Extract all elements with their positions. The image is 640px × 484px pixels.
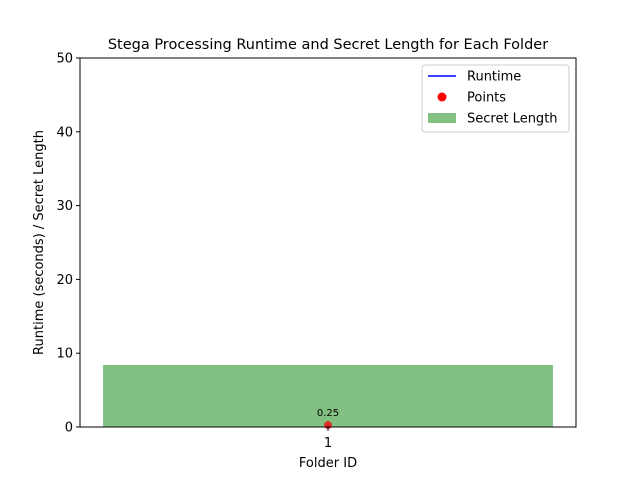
x-axis-ticks: 1: [324, 427, 332, 451]
secret-length-bar: [103, 365, 553, 427]
legend-label: Points: [467, 91, 506, 106]
y-tick-label: 40: [56, 125, 73, 140]
y-tick-label: 10: [56, 347, 73, 362]
y-tick-label: 20: [56, 273, 73, 288]
chart-title: Stega Processing Runtime and Secret Leng…: [108, 37, 548, 53]
annotation-layer: 0.25: [317, 408, 339, 419]
x-tick-label: 1: [324, 436, 332, 451]
y-axis-label: Runtime (seconds) / Secret Length: [32, 130, 47, 355]
legend-label: Runtime: [467, 70, 521, 85]
y-tick-label: 0: [65, 421, 73, 436]
y-tick-label: 30: [56, 199, 73, 214]
y-tick-label: 50: [56, 52, 73, 67]
legend-box: [421, 64, 570, 133]
bars-layer: [103, 365, 553, 427]
legend-bar-swatch: [428, 113, 456, 123]
y-axis-ticks: 0 10 20 30 40 50: [56, 52, 80, 436]
data-label: 0.25: [317, 408, 339, 419]
x-axis-label: Folder ID: [299, 456, 357, 471]
legend: Runtime Points Secret Length: [421, 64, 570, 133]
legend-label: Secret Length: [467, 112, 558, 127]
legend-point-swatch: [437, 92, 447, 102]
